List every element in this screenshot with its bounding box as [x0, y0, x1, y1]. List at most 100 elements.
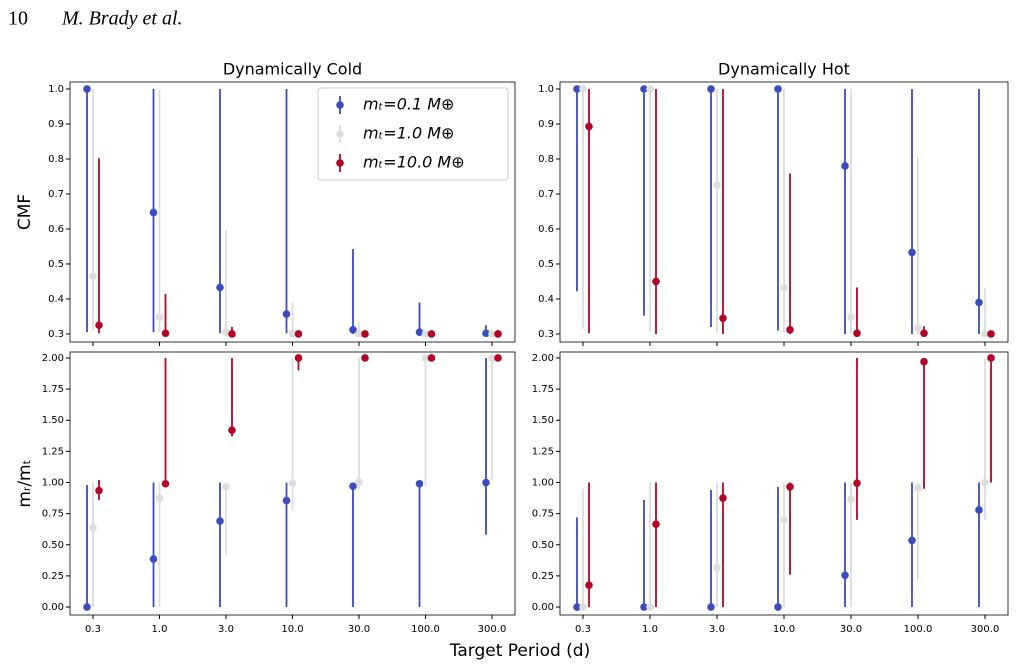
- point: [987, 354, 995, 362]
- y-tick-label: 1.50: [532, 415, 554, 426]
- point: [228, 330, 236, 338]
- y-tick-label: 0.4: [538, 294, 554, 305]
- y-tick-label: 0.5: [538, 259, 554, 270]
- legend-swatch: [336, 101, 344, 109]
- point: [282, 496, 291, 505]
- point: [415, 479, 424, 488]
- y-tick-label: 0.4: [48, 294, 64, 305]
- point: [288, 329, 297, 338]
- panel-title: Dynamically Cold: [223, 60, 362, 79]
- point: [908, 248, 916, 257]
- y-tick-label: 0.6: [48, 224, 64, 235]
- point: [640, 85, 648, 93]
- point: [421, 354, 430, 362]
- y-tick-label: 0.6: [538, 224, 554, 235]
- y-tick-label: 1.75: [42, 384, 64, 395]
- y-tick-label: 1.00: [42, 478, 64, 489]
- point: [841, 162, 849, 170]
- point: [920, 329, 928, 338]
- point: [427, 330, 436, 338]
- x-tick-label: 0.3: [575, 624, 591, 635]
- point: [89, 272, 97, 281]
- point: [349, 325, 357, 334]
- point: [288, 479, 297, 487]
- point: [713, 181, 721, 190]
- point: [847, 495, 855, 504]
- x-tick-label: 0.3: [85, 624, 101, 635]
- point: [585, 122, 593, 131]
- y-tick-label: 0.3: [538, 329, 554, 340]
- point: [149, 555, 158, 563]
- x-tick-label: 300.0: [971, 624, 1000, 635]
- x-tick-label: 10.0: [773, 624, 795, 635]
- x-tick-label: 30.0: [840, 624, 862, 635]
- point: [914, 484, 922, 492]
- point: [719, 494, 727, 502]
- point: [975, 506, 983, 514]
- y-tick-label: 0.25: [42, 571, 64, 582]
- point: [161, 479, 170, 488]
- point: [774, 85, 782, 93]
- point: [713, 564, 721, 572]
- x-tick-label: 1.0: [642, 624, 658, 635]
- point: [95, 321, 103, 330]
- point: [920, 357, 928, 366]
- point: [95, 486, 103, 495]
- y-tick-label: 0.00: [42, 602, 64, 613]
- point: [780, 516, 788, 524]
- point: [294, 330, 303, 338]
- point: [216, 517, 224, 525]
- point: [222, 483, 230, 491]
- point: [987, 330, 995, 338]
- y-tick-label: 0.7: [48, 189, 64, 200]
- x-tick-label: 100.0: [411, 624, 440, 635]
- y-tick-label: 0.25: [532, 571, 554, 582]
- y-tick-label: 0.75: [42, 509, 64, 520]
- point: [847, 313, 855, 321]
- y-tick-label: 0.00: [532, 602, 554, 613]
- y-tick-label: 0.8: [538, 154, 554, 165]
- point: [155, 494, 164, 502]
- point: [573, 603, 581, 611]
- point: [981, 330, 989, 338]
- y-tick-label: 0.3: [48, 329, 64, 340]
- y-tick-label: 2.00: [532, 353, 554, 364]
- x-tick-label: 1.0: [152, 624, 168, 635]
- point: [482, 478, 490, 487]
- x-tick-label: 10.0: [281, 624, 303, 635]
- x-tick-label: 100.0: [904, 624, 933, 635]
- point: [975, 298, 983, 307]
- y-tick-label: 0.75: [532, 509, 554, 520]
- point: [579, 603, 587, 611]
- point: [155, 313, 164, 321]
- point: [282, 310, 291, 318]
- y-tick-label: 0.9: [538, 119, 554, 130]
- point: [222, 328, 230, 337]
- point: [780, 283, 788, 292]
- y-tick-label: 1.25: [42, 446, 64, 457]
- y-tick-label: 0.9: [48, 119, 64, 130]
- y-tick-label: 0.50: [532, 540, 554, 551]
- point: [415, 328, 424, 337]
- point: [841, 571, 849, 580]
- y-axis-label: mᵣ/mₜ: [15, 459, 35, 507]
- point: [646, 85, 654, 93]
- y-tick-label: 0.8: [48, 154, 64, 165]
- legend-label: mₜ=1.0 M⊕: [363, 124, 454, 143]
- point: [914, 323, 922, 332]
- x-tick-label: 30.0: [348, 624, 370, 635]
- point: [652, 520, 660, 529]
- point: [707, 85, 715, 93]
- point: [83, 85, 91, 93]
- page-number: 10: [8, 8, 28, 30]
- point: [981, 478, 989, 487]
- point: [579, 85, 587, 93]
- point: [482, 329, 490, 338]
- point: [646, 603, 654, 611]
- point: [908, 536, 916, 545]
- y-tick-label: 1.0: [48, 84, 64, 95]
- point: [488, 354, 496, 362]
- legend-label: mₜ=10.0 M⊕: [363, 153, 465, 172]
- point: [294, 354, 303, 362]
